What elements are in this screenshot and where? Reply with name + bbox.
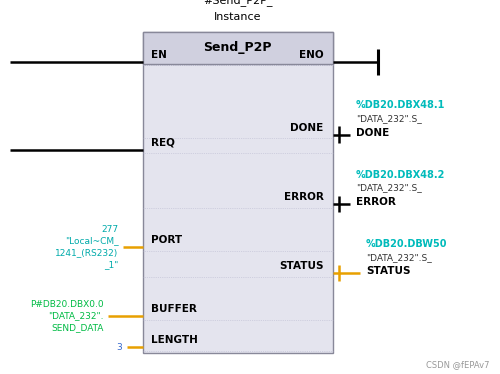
Text: CSDN @fEPAv7: CSDN @fEPAv7 [426,361,490,370]
Text: 3: 3 [117,343,122,352]
Text: LENGTH: LENGTH [152,335,198,345]
Text: "DATA_232".S_: "DATA_232".S_ [366,253,432,262]
Text: Instance: Instance [214,12,261,22]
Text: ERROR: ERROR [356,197,396,207]
Text: PORT: PORT [152,235,182,245]
Text: BUFFER: BUFFER [152,304,198,314]
Text: ENO: ENO [299,50,324,60]
Text: "DATA_232".S_: "DATA_232".S_ [356,184,422,193]
Text: %DB20.DBX48.2: %DB20.DBX48.2 [356,169,446,180]
Text: P#DB20.DBX0.0
"DATA_232".
SEND_DATA: P#DB20.DBX0.0 "DATA_232". SEND_DATA [30,300,104,332]
Text: DONE: DONE [290,123,324,133]
Text: REQ: REQ [152,138,176,148]
Text: Send_P2P: Send_P2P [203,41,272,54]
Bar [142,32,332,353]
Text: ERROR: ERROR [284,192,324,202]
Text: EN: EN [152,50,168,60]
Text: %DB20.DBW50: %DB20.DBW50 [366,239,448,249]
Text: DONE: DONE [356,128,389,138]
Text: %DB20.DBX48.1: %DB20.DBX48.1 [356,100,446,110]
Text: "DATA_232".S_: "DATA_232".S_ [356,114,422,123]
Text: STATUS: STATUS [366,266,410,276]
Text: 277
"Local~CM_
1241_(RS232)
_1": 277 "Local~CM_ 1241_(RS232) _1" [55,225,118,269]
Text: #Send_P2P_: #Send_P2P_ [203,0,272,6]
Bar [142,32,332,64]
Text: STATUS: STATUS [279,261,324,271]
